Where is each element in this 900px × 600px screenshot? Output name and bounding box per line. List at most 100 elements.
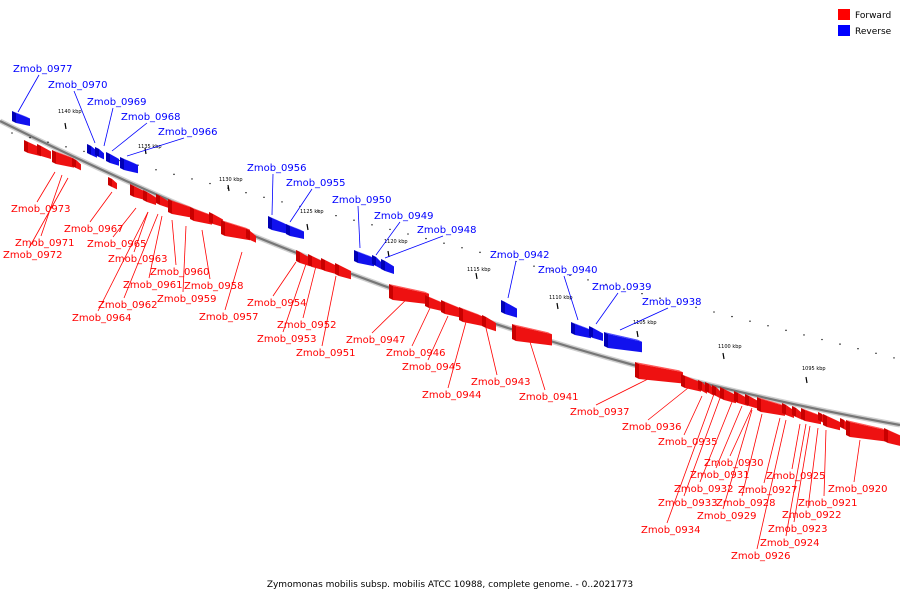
gene-label-zmob_0951: Zmob_0951 xyxy=(296,348,356,359)
gene-label-zmob_0927: Zmob_0927 xyxy=(738,485,798,496)
scale-dot xyxy=(821,338,823,341)
gene-label-zmob_0973: Zmob_0973 xyxy=(11,204,71,215)
leader-line xyxy=(201,229,211,280)
gene-reverse-Zmob_0955 xyxy=(286,224,304,239)
leader-line xyxy=(595,292,619,325)
gene-label-zmob_0921: Zmob_0921 xyxy=(798,498,858,509)
gene-forward-3 xyxy=(72,158,81,171)
scale-dot xyxy=(263,196,265,199)
scale-dot xyxy=(533,265,535,267)
scale-dot xyxy=(875,352,877,355)
leader-line xyxy=(595,377,651,406)
gene-reverse-Zmob_0949 xyxy=(372,255,381,269)
leader-line xyxy=(763,417,781,484)
gene-label-zmob_0941: Zmob_0941 xyxy=(519,392,579,403)
gene-forward-17 xyxy=(389,284,429,305)
scale-dot xyxy=(803,334,805,336)
gene-forward-15 xyxy=(321,258,337,275)
scale-ticks: 1140 kbp 1135 kbp 1130 kbp 1125 kbp 1120 kbp… xyxy=(11,109,895,384)
gene-forward-7 xyxy=(156,194,168,208)
leader-line xyxy=(666,393,715,524)
gene-label-zmob_0923: Zmob_0923 xyxy=(768,524,828,535)
gene-forward-13 xyxy=(296,250,310,267)
leader-line xyxy=(741,413,763,497)
scale-tick-label: 1135 kbp xyxy=(138,144,162,150)
leader-line xyxy=(411,307,431,347)
gene-label-zmob_0970: Zmob_0970 xyxy=(48,80,108,91)
leader-line xyxy=(647,387,689,421)
gene-label-zmob_0972: Zmob_0972 xyxy=(3,250,63,261)
gene-label-zmob_0924: Zmob_0924 xyxy=(760,538,820,549)
gene-label-zmob_0961: Zmob_0961 xyxy=(123,280,183,291)
gene-reverse-Zmob_0940 xyxy=(571,322,591,339)
scale-tick-label: 1140 kbp xyxy=(58,109,82,115)
gene-label-zmob_0939: Zmob_0939 xyxy=(592,282,652,293)
leader-line xyxy=(485,327,498,376)
legend: Forward Reverse xyxy=(838,9,892,37)
leader-line xyxy=(619,307,669,331)
leader-line xyxy=(375,221,401,256)
gene-label-zmob_0977: Zmob_0977 xyxy=(13,64,73,75)
scale-dot xyxy=(677,302,679,304)
scale-dot xyxy=(11,132,13,134)
gene-label-zmob_0931: Zmob_0931 xyxy=(690,470,750,481)
scale-dot xyxy=(443,242,445,244)
gene-label-zmob_0960: Zmob_0960 xyxy=(150,267,210,278)
gene-reverse-Zmob_0938 xyxy=(604,332,642,353)
leader-line xyxy=(97,211,149,312)
leader-line xyxy=(793,425,811,523)
gene-label-zmob_0957: Zmob_0957 xyxy=(199,312,259,323)
gene-label-zmob_0935: Zmob_0935 xyxy=(658,437,718,448)
leader-line xyxy=(507,260,517,299)
gene-features xyxy=(12,111,900,446)
leader-line xyxy=(427,315,449,361)
gene-forward-23 xyxy=(635,362,683,384)
scale-dot xyxy=(659,297,661,299)
leader-line xyxy=(103,107,114,147)
gene-label-zmob_0945: Zmob_0945 xyxy=(402,362,462,373)
scale-dot xyxy=(65,146,67,148)
gene-forward-31 xyxy=(757,397,785,416)
gene-forward-28 xyxy=(720,387,736,404)
scale-dot xyxy=(155,169,157,171)
gene-label-zmob_0928: Zmob_0928 xyxy=(716,498,776,509)
legend-forward-swatch xyxy=(838,9,850,20)
scale-dot xyxy=(83,150,85,153)
gene-forward-9 xyxy=(190,207,212,225)
gene-reverse-Zmob_0969 xyxy=(95,147,104,160)
leader-line xyxy=(282,263,307,333)
legend-reverse-label: Reverse xyxy=(855,27,892,37)
leader-line xyxy=(357,205,361,249)
scale-tick-mark xyxy=(722,352,725,360)
scale-tick-mark xyxy=(805,376,808,384)
leader-line xyxy=(133,211,149,253)
gene-reverse-Zmob_0948 xyxy=(381,259,394,274)
gene-label-zmob_0922: Zmob_0922 xyxy=(782,510,842,521)
scale-dot xyxy=(785,329,787,332)
leader-line xyxy=(271,173,274,216)
gene-forward-34 xyxy=(801,408,821,425)
leader-line xyxy=(17,74,40,113)
legend-reverse-swatch xyxy=(838,25,850,36)
gene-forward-10 xyxy=(209,212,223,227)
gene-forward-11 xyxy=(221,220,250,241)
gene-label-zmob_0962: Zmob_0962 xyxy=(98,300,158,311)
leader-line xyxy=(791,423,801,470)
gene-forward-30 xyxy=(745,394,759,409)
gene-labels: Zmob_0977 Zmob_0970 Zmob_0969 Zmob_0968 Zmob… xyxy=(3,64,888,562)
leader-line xyxy=(683,395,703,436)
scale-dot xyxy=(587,279,589,281)
gene-reverse-Zmob_0950 xyxy=(354,250,374,267)
gene-forward-20 xyxy=(459,307,482,326)
leader-line xyxy=(302,265,317,319)
map-caption: Zymomonas mobilis subsp. mobilis ATCC 10… xyxy=(267,580,633,590)
gene-label-zmob_0933: Zmob_0933 xyxy=(658,498,718,509)
gene-label-zmob_0969: Zmob_0969 xyxy=(87,97,147,108)
leader-line xyxy=(36,171,56,203)
scale-tick-mark xyxy=(64,122,67,130)
gene-label-zmob_0956: Zmob_0956 xyxy=(247,163,307,174)
scale-tick-mark xyxy=(475,272,478,280)
scale-dot xyxy=(29,136,31,139)
leader-line xyxy=(272,261,297,297)
gene-forward-18 xyxy=(425,295,443,312)
